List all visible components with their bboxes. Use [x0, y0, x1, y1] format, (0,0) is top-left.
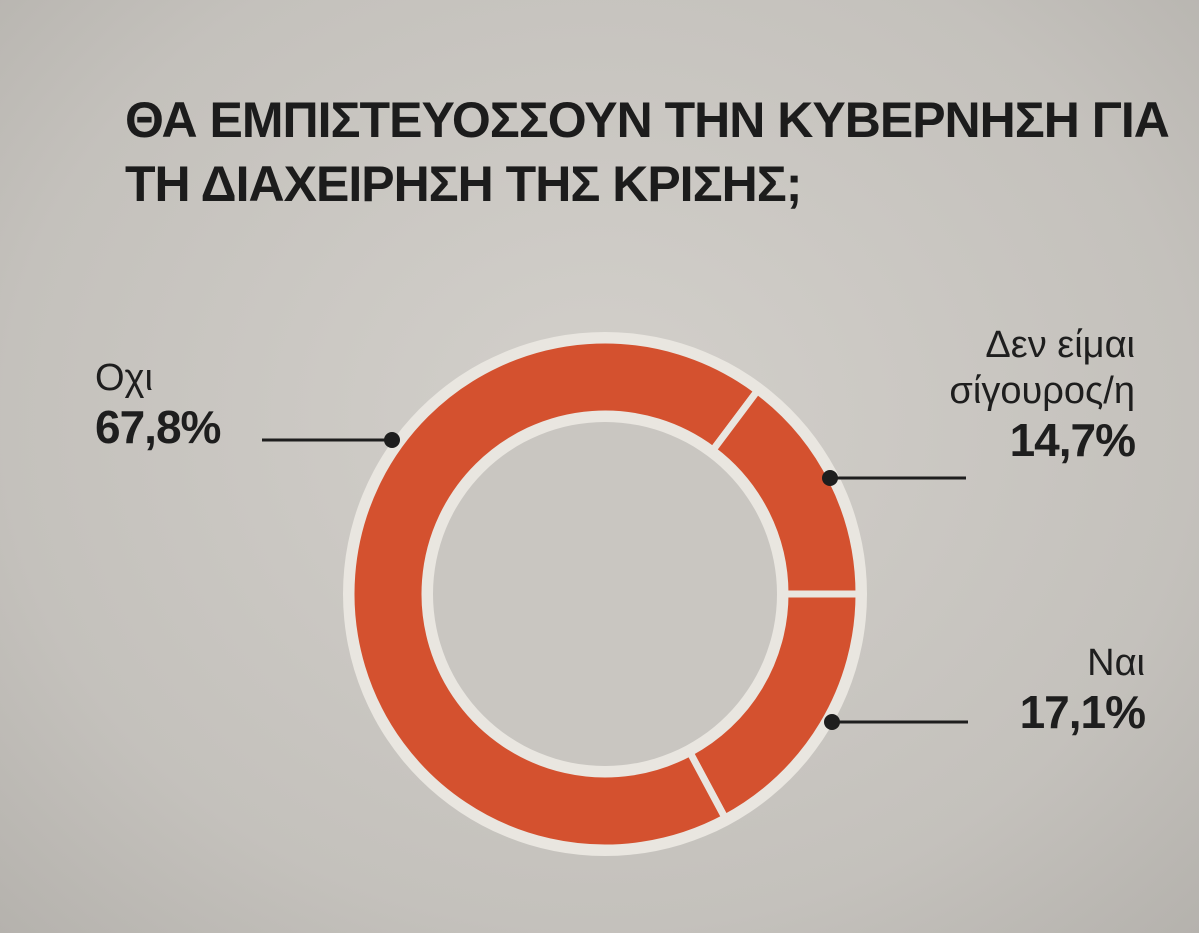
leader-dot [384, 432, 400, 448]
value-label: 14,7% [1009, 414, 1136, 466]
data-label: Οχι 67,8% [95, 355, 295, 453]
donut-segment [708, 385, 863, 598]
category-label: Ναι [1087, 642, 1145, 684]
chart-title: ΘΑ ΕΜΠΙΣΤΕΥΟΣΣΟΥΝ ΤΗΝ ΚΥΒΕΡΝΗΣΗ ΓΙΑ ΤΗ Δ… [125, 92, 1170, 212]
donut-segment [347, 336, 763, 852]
value-label: 67,8% [95, 401, 221, 453]
category-label: Οχι [95, 357, 153, 399]
inner-hole [433, 422, 777, 766]
category-label: Δεν είμαι σίγουρος/η [949, 324, 1135, 412]
data-label: Δεν είμαι σίγουρος/η 14,7% [860, 322, 1136, 466]
value-label: 17,1% [1019, 686, 1146, 738]
leader-dot [822, 470, 838, 486]
data-label: Ναι 17,1% [830, 640, 1146, 738]
leader-dot [824, 714, 840, 730]
